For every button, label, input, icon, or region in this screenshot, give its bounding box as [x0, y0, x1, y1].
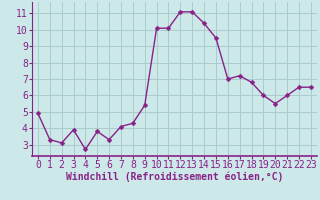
X-axis label: Windchill (Refroidissement éolien,°C): Windchill (Refroidissement éolien,°C) — [66, 172, 283, 182]
